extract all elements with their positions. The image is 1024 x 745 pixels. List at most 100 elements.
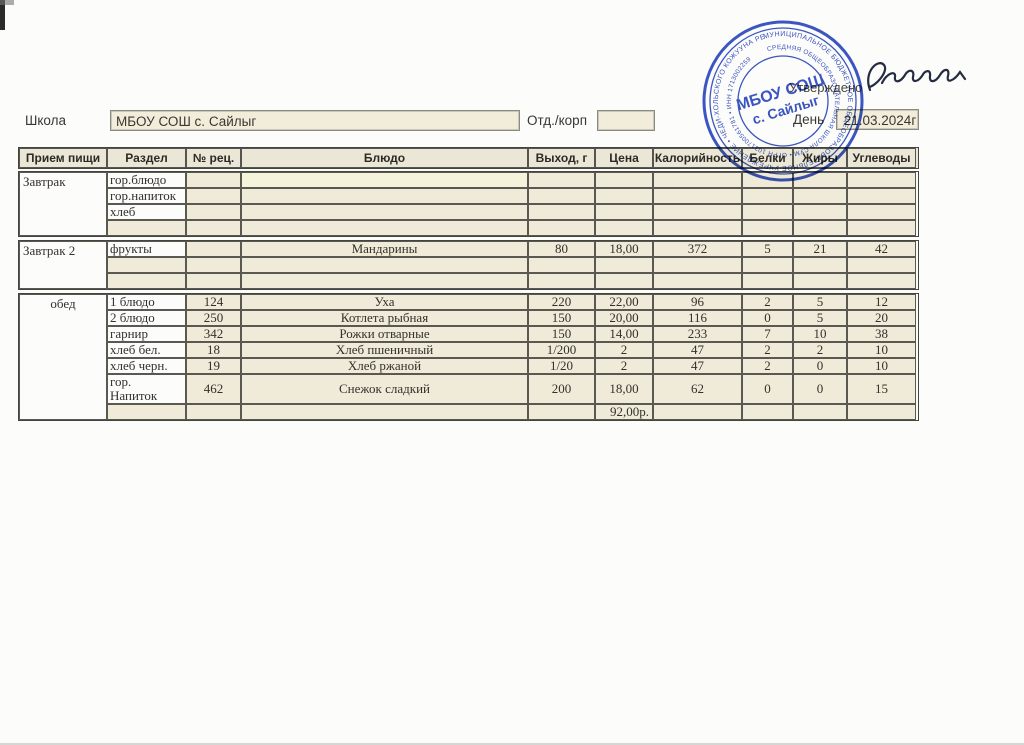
cell-price: 18,00 [595,241,653,257]
cell-razdel: фрукты [107,241,186,257]
cell-carb: 10 [847,358,916,374]
cell-out: 1/20 [528,358,595,374]
svg-text:СРЕДНЯЯ ОБЩЕОБРАЗОВАТЕЛЬНАЯ ШК: СРЕДНЯЯ ОБЩЕОБРАЗОВАТЕЛЬНАЯ ШКОЛА СУМ • … [712,30,854,172]
cell-prot: 2 [742,358,793,374]
cell-fat: 5 [793,294,847,310]
header-cell-6: Калорийность [653,148,742,168]
cell-price: 2 [595,342,653,358]
cell-carb: 38 [847,326,916,342]
cell-dish: Хлеб ржаной [241,358,528,374]
cell-cal: 47 [653,342,742,358]
cell-out [528,204,595,220]
cell-prot [742,257,793,273]
cell-prot: 0 [742,310,793,326]
school-label: Школа [25,113,67,128]
cell-rec: 18 [186,342,241,358]
meal-section-1: Завтрак 2 фрукты Мандарины 80 18,00 372 5 21 42 [18,240,919,290]
cell-prot [742,188,793,204]
cell-cal: 116 [653,310,742,326]
cell-dish [241,220,528,236]
cell-rec: 462 [186,374,241,404]
cell-carb [847,172,916,188]
cell-fat: 21 [793,241,847,257]
cell-carb [847,404,916,420]
cell-razdel: 2 блюдо [107,310,186,326]
cell-fat: 10 [793,326,847,342]
cell-out: 1/200 [528,342,595,358]
cell-razdel: гор.блюдо [107,172,186,188]
cell-cal: 96 [653,294,742,310]
cell-dish [241,204,528,220]
cell-cal [653,188,742,204]
cell-razdel: гор. Напиток [107,374,186,404]
header-cell-2: № рец. [186,148,241,168]
cell-fat [793,257,847,273]
cell-fat: 5 [793,310,847,326]
cell-razdel [107,273,186,289]
cell-carb: 10 [847,342,916,358]
cell-fat [793,220,847,236]
cell-rec [186,204,241,220]
cell-dish: Хлеб пшеничный [241,342,528,358]
dept-label: Отд./корп [527,113,587,128]
cell-out [528,404,595,420]
cell-carb: 20 [847,310,916,326]
meal-cell: Завтрак [19,172,107,236]
cell-price [595,204,653,220]
cell-carb [847,220,916,236]
cell-rec: 19 [186,358,241,374]
cell-razdel [107,404,186,420]
cell-rec [186,257,241,273]
cell-prot [742,220,793,236]
cell-out [528,273,595,289]
meal-cell: Завтрак 2 [19,241,107,289]
cell-price: 18,00 [595,374,653,404]
cell-prot: 2 [742,294,793,310]
cell-price: 14,00 [595,326,653,342]
header-cell-1: Раздел [107,148,186,168]
cell-prot: 0 [742,374,793,404]
cell-dish: Рожки отварные [241,326,528,342]
scan-artifact-bottom [0,743,1024,745]
cell-price [595,220,653,236]
cell-out: 220 [528,294,595,310]
cell-price [595,188,653,204]
cell-rec [186,404,241,420]
cell-fat [793,404,847,420]
cell-out [528,172,595,188]
scan-artifact-corner [0,0,5,30]
header-cell-0: Прием пищи [19,148,107,168]
cell-dish [241,257,528,273]
cell-prot [742,273,793,289]
cell-dish: Котлета рыбная [241,310,528,326]
cell-out: 80 [528,241,595,257]
cell-razdel: 1 блюдо [107,294,186,310]
cell-dish [241,404,528,420]
cell-carb [847,204,916,220]
cell-dish [241,188,528,204]
cell-cal [653,220,742,236]
cell-carb [847,273,916,289]
cell-price [595,257,653,273]
cell-carb [847,188,916,204]
cell-cal [653,257,742,273]
cell-razdel: хлеб бел. [107,342,186,358]
cell-fat [793,273,847,289]
cell-carb: 15 [847,374,916,404]
header-cell-4: Выход, г [528,148,595,168]
menu-table: Прием пищи Раздел № рец. Блюдо Выход, г Цена К… [18,147,919,424]
cell-cal: 372 [653,241,742,257]
cell-rec [186,273,241,289]
cell-fat [793,188,847,204]
cell-price: 92,00р. [595,404,653,420]
cell-dish: Уха [241,294,528,310]
cell-razdel: гарнир [107,326,186,342]
cell-fat [793,204,847,220]
cell-prot [742,204,793,220]
cell-razdel [107,220,186,236]
cell-dish [241,172,528,188]
meal-section-0: Завтрак гор.блюдо гор.напиток хлеб [18,171,919,237]
cell-carb: 42 [847,241,916,257]
official-stamp: МУНИЦИПАЛЬНОЕ БЮДЖЕТНОЕ ОБЩЕОБРАЗОВАТЕЛЬ… [699,17,867,185]
cell-cal: 47 [653,358,742,374]
